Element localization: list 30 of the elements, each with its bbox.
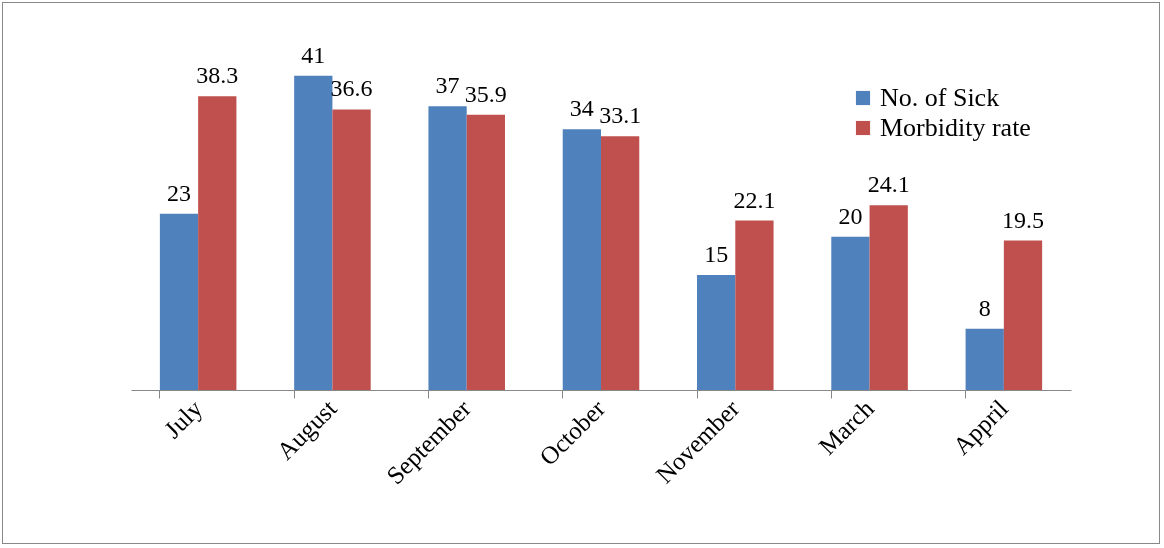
data-label: 34 [569, 95, 594, 122]
data-label: 19.5 [1001, 206, 1044, 233]
data-label: 33.1 [599, 102, 642, 129]
bar [428, 106, 467, 390]
bar [294, 75, 333, 390]
data-label: 37 [435, 72, 460, 99]
data-label: 20 [838, 202, 863, 229]
data-label: 15 [704, 241, 729, 267]
bar [198, 96, 237, 390]
data-label: 38.3 [196, 62, 239, 89]
bar [869, 205, 908, 390]
bar [831, 236, 870, 390]
data-label: 8 [978, 294, 991, 321]
bar [562, 129, 601, 390]
bar [466, 114, 505, 390]
legend-label: Morbidity rate [880, 113, 1031, 142]
data-label: 24.1 [867, 171, 910, 198]
bar [332, 109, 371, 390]
bar [159, 213, 199, 390]
data-label: 22.1 [733, 186, 776, 213]
bar [1003, 240, 1043, 390]
bar [735, 220, 774, 390]
data-label: 41 [301, 41, 326, 68]
data-label: 35.9 [464, 80, 507, 107]
data-label: 23 [167, 179, 192, 206]
bar [601, 136, 640, 390]
bar [965, 328, 1004, 390]
bar [697, 275, 736, 390]
legend-label: No. of Sick [880, 83, 1000, 112]
x-tick-label: July [158, 394, 208, 444]
